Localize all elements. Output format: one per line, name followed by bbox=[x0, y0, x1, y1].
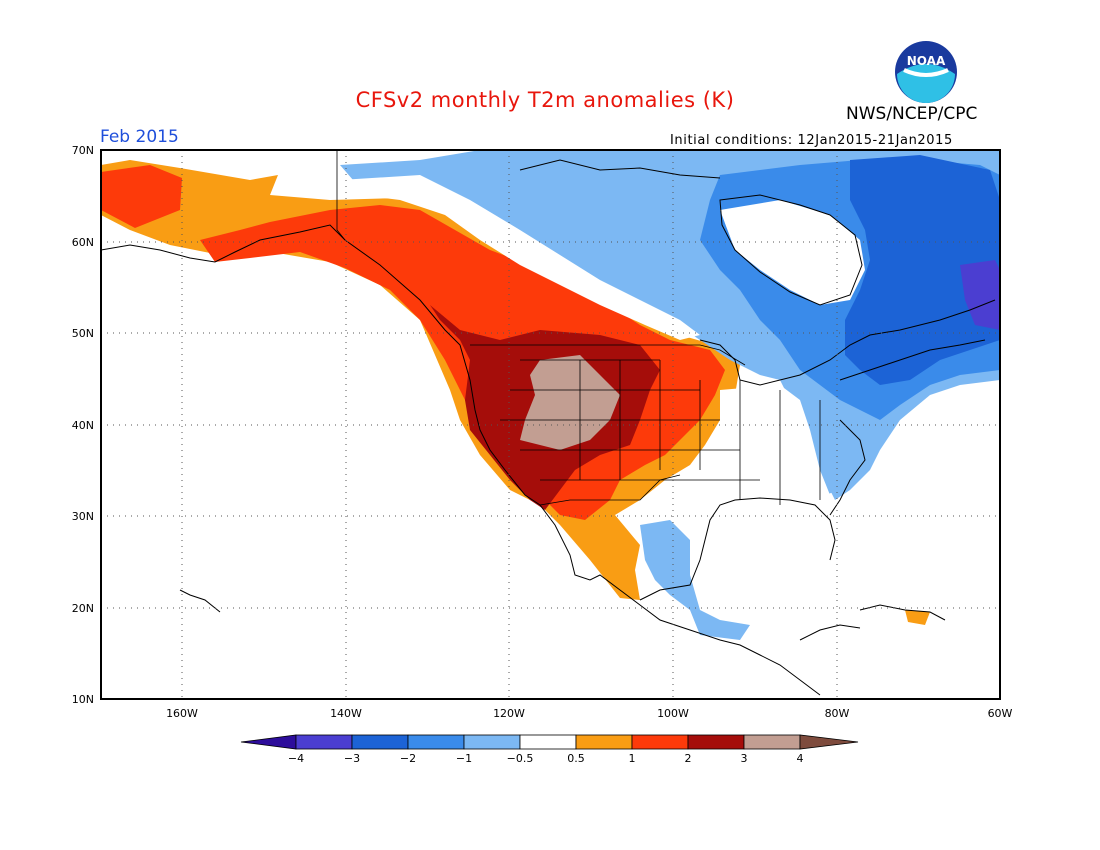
warm-anomaly-1-2 bbox=[101, 165, 182, 228]
colorbar-segment bbox=[407, 734, 465, 750]
colorbar-tick-label: −1 bbox=[456, 752, 472, 765]
colorbar-arrow-right bbox=[799, 734, 859, 750]
colorbar-tick-label: 4 bbox=[797, 752, 804, 765]
colorbar-segment bbox=[519, 734, 577, 750]
agency-label: NWS/NCEP/CPC bbox=[846, 104, 978, 124]
cold-anomaly-2-3 bbox=[845, 155, 1000, 385]
colorbar-tick-label: −3 bbox=[344, 752, 360, 765]
neutral-east-us bbox=[680, 385, 840, 520]
colorbar-tick-label: 1 bbox=[629, 752, 636, 765]
forecast-period: Feb 2015 bbox=[100, 127, 179, 147]
colorbar-segment bbox=[295, 734, 353, 750]
noaa-logo: NOAA bbox=[895, 41, 957, 103]
colorbar-tick-label: −0.5 bbox=[507, 752, 534, 765]
neutral-top-left bbox=[270, 150, 340, 190]
latitude-labels: 70N 60N 50N 40N 30N 20N 10N bbox=[72, 144, 94, 706]
colorbar-segment bbox=[463, 734, 521, 750]
neutral-northern-pacific bbox=[340, 175, 700, 340]
chart-title: CFSv2 monthly T2m anomalies (K) bbox=[355, 88, 735, 112]
lat-label: 40N bbox=[72, 419, 94, 432]
lon-label: 120W bbox=[493, 707, 525, 720]
colorbar-segment bbox=[351, 734, 409, 750]
lon-label: 80W bbox=[825, 707, 850, 720]
lat-label: 60N bbox=[72, 236, 94, 249]
colorbar-tick-label: 2 bbox=[685, 752, 692, 765]
neutral-hudson-bay bbox=[720, 200, 865, 305]
lat-label: 20N bbox=[72, 602, 94, 615]
lon-label: 60W bbox=[988, 707, 1013, 720]
anomaly-fields bbox=[101, 150, 1000, 696]
lat-label: 70N bbox=[72, 144, 94, 157]
colorbar-tick-label: 0.5 bbox=[567, 752, 585, 765]
longitude-labels: 160W 140W 120W 100W 80W 60W bbox=[166, 707, 1012, 720]
cold-anomaly-mexico bbox=[640, 520, 750, 640]
colorbar-tick-label: 3 bbox=[741, 752, 748, 765]
lat-label: 10N bbox=[72, 693, 94, 706]
lat-label: 30N bbox=[72, 510, 94, 523]
coastlines bbox=[101, 159, 996, 696]
colorbar-tick-label: −2 bbox=[400, 752, 416, 765]
colorbar-segment bbox=[575, 734, 633, 750]
colorbar-tick-label: −4 bbox=[288, 752, 304, 765]
initial-conditions: Initial conditions: 12Jan2015-21Jan2015 bbox=[670, 133, 953, 148]
svg-text:NOAA: NOAA bbox=[907, 54, 946, 68]
colorbar-segment bbox=[743, 734, 801, 750]
cold-anomaly-3-4 bbox=[960, 260, 1000, 330]
colorbar-segment bbox=[687, 734, 745, 750]
colorbar-segment bbox=[631, 734, 689, 750]
colorbar-arrow-left bbox=[240, 734, 297, 750]
warm-anomaly-3-4 bbox=[520, 355, 620, 450]
cold-anomaly-southeast bbox=[815, 440, 865, 495]
map-frame bbox=[100, 149, 1001, 700]
lon-label: 100W bbox=[657, 707, 689, 720]
lat-label: 50N bbox=[72, 327, 94, 340]
colorbar: −4 −3 −2 −1 −0.5 0.5 1 2 3 4 bbox=[240, 734, 859, 765]
lon-label: 140W bbox=[330, 707, 362, 720]
warm-anomaly-caribbean bbox=[905, 610, 930, 625]
lon-label: 160W bbox=[166, 707, 198, 720]
political-borders bbox=[336, 150, 821, 506]
